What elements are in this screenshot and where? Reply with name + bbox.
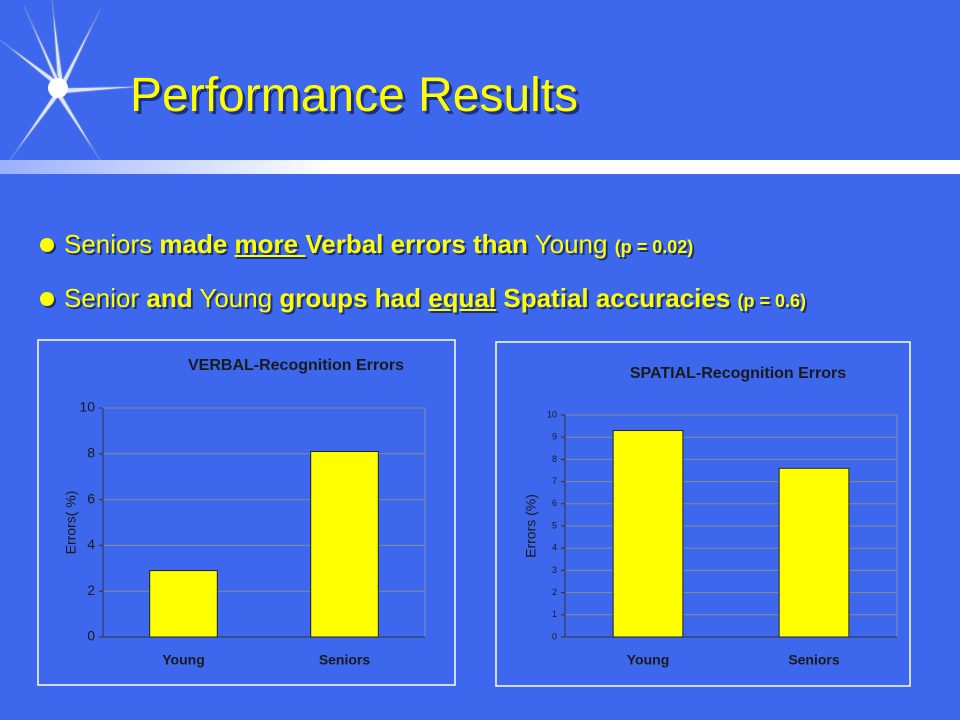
y-tick-label: 0 [87, 628, 95, 644]
x-tick-label: Seniors [788, 652, 840, 668]
y-tick-label: 2 [87, 582, 95, 598]
y-tick-label: 1 [552, 609, 557, 619]
y-tick-label: 4 [87, 536, 95, 552]
x-tick-label: Young [162, 652, 205, 668]
y-tick-label: 8 [552, 454, 557, 464]
starburst [0, 0, 151, 161]
bullet: Seniors made more Verbal errors than You… [40, 228, 944, 263]
y-axis-label: Errors (%) [523, 494, 539, 558]
bar [310, 451, 379, 638]
x-tick-label: Young [627, 652, 670, 668]
bar [778, 467, 850, 638]
y-tick-label: 6 [87, 490, 95, 506]
text: equal [428, 283, 497, 313]
chart-title: VERBAL-Recognition Errors [188, 357, 404, 374]
y-tick-label: 7 [552, 476, 557, 486]
text: (p = 0.6) [737, 291, 807, 311]
text: Senior [64, 283, 140, 313]
text: Spatial accuracies [503, 283, 731, 313]
x-tick-label: Seniors [319, 652, 371, 668]
header-rule [0, 160, 960, 174]
text: made [159, 229, 228, 259]
y-tick-label: 9 [552, 432, 557, 442]
y-tick-label: 8 [87, 445, 95, 461]
bullet: Senior and Young groups had equal Spatia… [40, 282, 944, 317]
text: Young [199, 283, 273, 313]
text: Young [534, 229, 608, 259]
text: (p = 0.02) [614, 237, 694, 257]
y-tick-label: 6 [552, 498, 557, 508]
y-tick-label: 10 [79, 399, 95, 415]
slide-title: Performance Results [130, 69, 579, 122]
text: more [234, 229, 306, 259]
chart-title: SPATIAL-Recognition Errors [630, 365, 846, 382]
text: groups had [279, 283, 421, 313]
y-tick-label: 5 [552, 520, 557, 530]
y-tick-label: 0 [552, 631, 557, 641]
y-tick-label: 4 [552, 543, 557, 553]
bar [149, 570, 218, 638]
bar [612, 430, 684, 638]
y-axis-label: Errors( %) [63, 491, 79, 555]
text: and [146, 283, 193, 313]
y-tick-label: 10 [547, 409, 557, 419]
y-tick-label: 3 [552, 565, 557, 575]
text: Verbal errors than [305, 229, 528, 259]
text: Seniors [64, 229, 153, 259]
y-tick-label: 2 [552, 587, 557, 597]
